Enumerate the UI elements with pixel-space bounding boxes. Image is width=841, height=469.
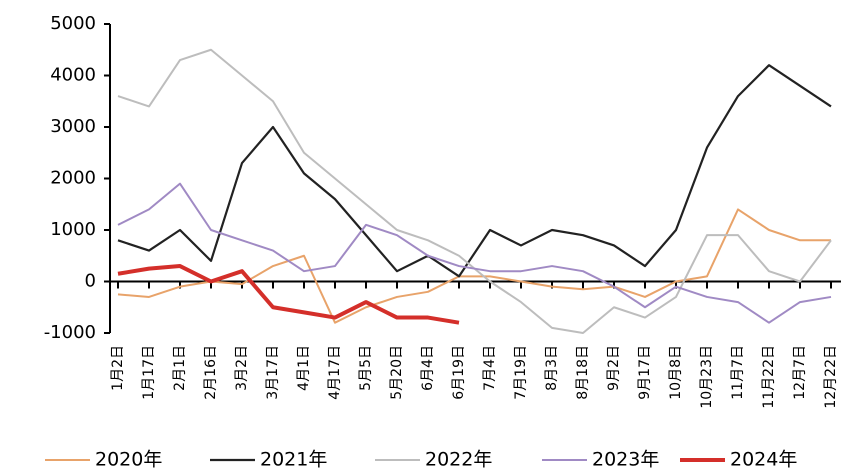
x-tick-label: 7月19日: [513, 345, 529, 400]
x-tick-label: 8月3日: [544, 345, 560, 391]
y-tick-label: 3000: [50, 116, 96, 137]
y-tick-label: 0: [85, 271, 96, 292]
legend-label: 2022年: [425, 449, 492, 469]
x-tick-label: 7月4日: [482, 345, 498, 391]
series-line: [117, 182, 832, 324]
y-tick-label: -1000: [44, 322, 96, 343]
y-tick-label: 2000: [50, 168, 96, 189]
x-tick-label: 9月2日: [606, 345, 622, 391]
y-tick-label: 1000: [50, 219, 96, 240]
x-tick-label: 6月4日: [420, 345, 436, 391]
legend-label: 2020年: [95, 449, 162, 469]
x-tick-label: 10月8日: [668, 345, 684, 400]
x-tick-label: 12月22日: [823, 345, 839, 409]
x-tick-label: 5月5日: [358, 345, 374, 391]
series-line: [117, 64, 832, 278]
x-tick-label: 2月1日: [172, 345, 188, 391]
x-tick-label: 5月20日: [389, 345, 405, 400]
x-tick-label: 9月17日: [637, 345, 653, 400]
x-tick-label: 4月17日: [327, 345, 343, 400]
x-tick-label: 4月1日: [296, 345, 312, 391]
y-tick-label: 5000: [50, 13, 96, 34]
x-tick-label: 8月18日: [575, 345, 591, 400]
x-tick-label: 2月16日: [203, 345, 219, 400]
x-tick-label: 6月19日: [451, 345, 467, 400]
x-tick-label: 3月2日: [234, 345, 250, 391]
series-line: [117, 48, 832, 334]
series-line: [117, 208, 831, 324]
series-line: [117, 264, 460, 325]
legend-label: 2021年: [260, 449, 327, 469]
x-tick-label: 1月17日: [141, 345, 157, 400]
y-tick-label: 4000: [50, 65, 96, 86]
x-tick-label: 3月17日: [265, 345, 281, 400]
x-tick-label: 10月23日: [699, 345, 715, 409]
legend-label: 2023年: [592, 449, 659, 469]
legend-label: 2024年: [730, 449, 797, 469]
x-tick-label: 11月22日: [761, 345, 777, 409]
x-tick-label: 12月7日: [792, 345, 808, 400]
x-tick-label: 1月2日: [110, 345, 126, 391]
x-tick-label: 11月7日: [730, 345, 746, 400]
